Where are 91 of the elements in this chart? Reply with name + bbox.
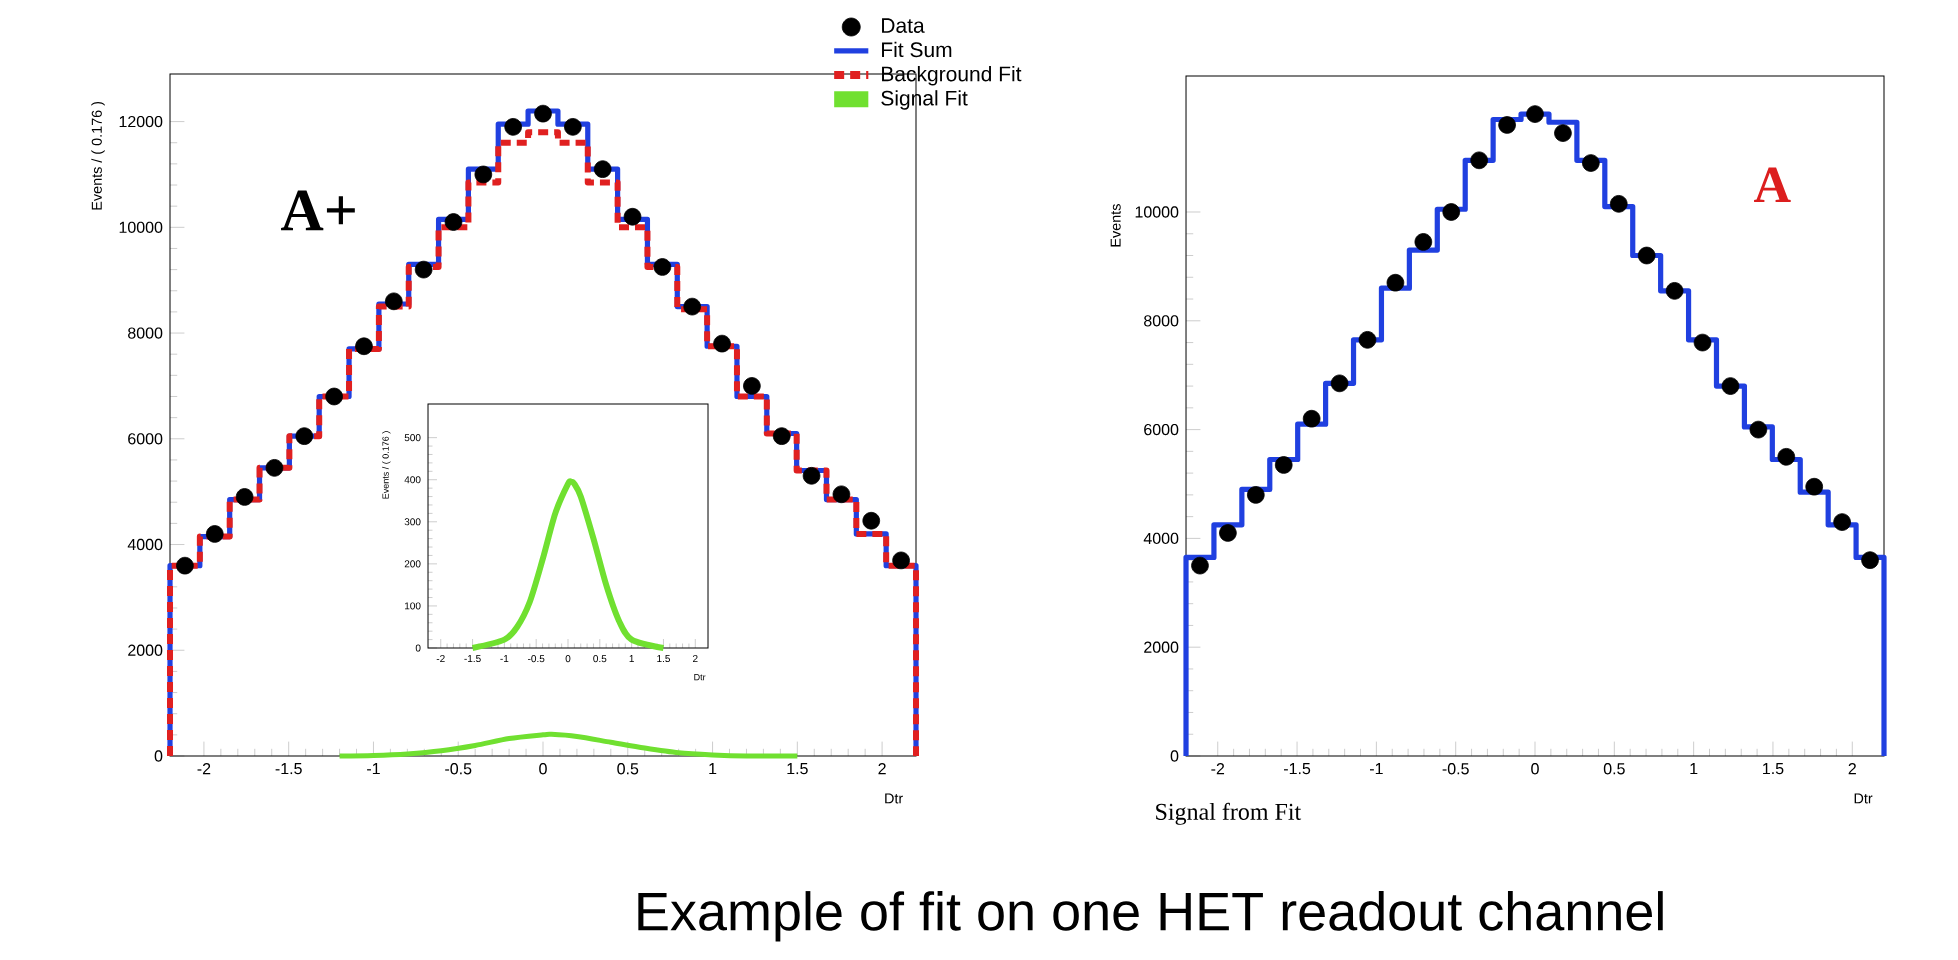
y-tick-label: 4000 <box>1143 532 1179 545</box>
x-tick-label: -2 <box>1211 763 1225 775</box>
point <box>1219 524 1237 542</box>
point <box>265 459 284 477</box>
point <box>1861 551 1879 569</box>
point <box>1805 477 1824 496</box>
point <box>176 556 194 575</box>
point <box>1637 246 1656 265</box>
point <box>1386 273 1405 292</box>
legend-label: Background Fit <box>882 65 1022 86</box>
y-tick-label: 2000 <box>128 644 163 656</box>
x-tick-label: 1.5 <box>787 763 808 775</box>
x-tick-label: 0.5 <box>1603 763 1625 775</box>
point <box>1526 105 1544 123</box>
point <box>295 427 314 445</box>
point <box>1274 456 1293 474</box>
point <box>862 511 881 530</box>
x-tick-label: 2 <box>878 763 886 775</box>
point <box>802 467 821 485</box>
text: Signal from Fit <box>1156 802 1302 825</box>
y-tick-label: 8000 <box>1144 315 1179 327</box>
x-tick-label: -1 <box>367 763 380 775</box>
y-tick-label: 6000 <box>1144 423 1179 436</box>
point <box>474 165 493 184</box>
point <box>205 525 224 543</box>
x-tick-label: 0.5 <box>617 763 639 775</box>
point <box>713 334 731 353</box>
point <box>1693 333 1712 352</box>
x-tick-label: 1.5 <box>1763 763 1784 775</box>
legend-label: Signal Fit <box>881 90 968 110</box>
y-tick-label: 10000 <box>1135 206 1179 218</box>
point <box>1749 420 1768 439</box>
x-tick-label: -2 <box>197 763 211 775</box>
x-tick-label: -0.5 <box>1442 763 1469 775</box>
x-tick-label: 0 <box>539 763 547 775</box>
point <box>1191 556 1209 575</box>
point <box>1358 331 1377 349</box>
x-tick-label: 2 <box>1848 763 1856 775</box>
point <box>1665 282 1684 300</box>
x-tick-label: 1 <box>1690 763 1698 775</box>
point <box>832 485 851 504</box>
point <box>564 118 582 136</box>
y-tick-label: 12000 <box>119 115 163 128</box>
y-tick-label: 8000 <box>128 327 163 339</box>
line-series <box>469 478 667 651</box>
x-tick-label: -0.5 <box>445 763 472 775</box>
x-tick-label: -1 <box>1369 763 1383 775</box>
point <box>414 260 433 279</box>
point <box>1554 124 1572 142</box>
text: Example of fit on one HET readout channel <box>638 891 1663 942</box>
point <box>1247 486 1265 504</box>
y-tick-label: 0 <box>154 750 163 762</box>
point <box>1498 116 1516 134</box>
point <box>653 258 672 276</box>
point <box>1442 203 1461 221</box>
point <box>593 160 612 178</box>
point <box>1777 448 1796 466</box>
point <box>1609 195 1628 213</box>
point <box>325 387 343 406</box>
point <box>1302 409 1321 428</box>
point <box>235 488 254 506</box>
legend-label: Fit Sum <box>882 41 952 58</box>
point <box>623 207 642 226</box>
x-tick-label: 0 <box>1531 763 1539 775</box>
y-tick-label: 10000 <box>119 221 163 233</box>
point <box>504 118 522 136</box>
x-tick-label: -1.5 <box>1284 763 1311 775</box>
y-tick-label: 4000 <box>127 538 163 551</box>
annotation: A <box>1754 167 1791 202</box>
point <box>772 427 791 445</box>
point <box>385 292 403 311</box>
y-tick-label: 0 <box>1170 750 1179 762</box>
point <box>1330 374 1349 393</box>
point <box>1721 377 1740 395</box>
point <box>743 377 761 395</box>
point <box>1414 233 1433 251</box>
x-tick-label: -1.5 <box>275 763 302 775</box>
point <box>444 213 463 231</box>
point <box>534 104 552 123</box>
line-series <box>337 731 800 759</box>
point <box>892 551 910 570</box>
point <box>1833 513 1851 531</box>
point <box>355 337 373 356</box>
annotation: A+ <box>281 190 355 231</box>
point <box>1582 154 1600 172</box>
y-tick-label: 6000 <box>128 433 163 445</box>
point <box>683 297 702 316</box>
point <box>1470 151 1488 170</box>
legend-label: Data <box>882 18 925 33</box>
y-tick-label: 2000 <box>1144 641 1179 653</box>
x-tick-label: 1 <box>709 763 717 775</box>
